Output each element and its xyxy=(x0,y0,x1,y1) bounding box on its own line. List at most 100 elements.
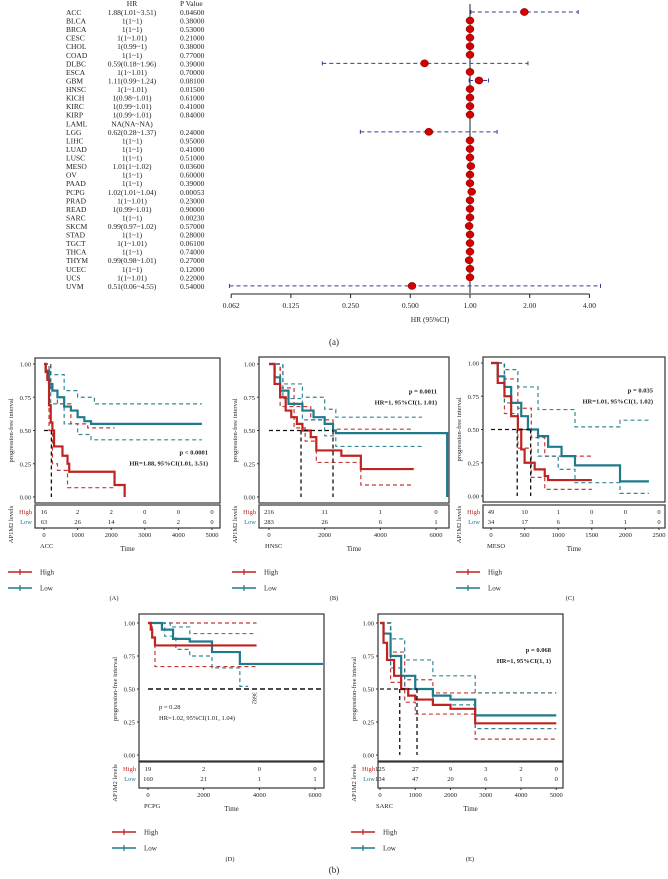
km-x-tick-label: 5000 xyxy=(206,532,219,539)
km-low-curve xyxy=(380,621,557,717)
forest-row-name: LIHC xyxy=(66,136,84,145)
km-low-ci-lower xyxy=(380,622,557,730)
km-p-value: p = 0.28 xyxy=(159,704,181,711)
km-y-tick-label: 0.25 xyxy=(124,720,135,727)
km-x-tick-label: 2500 xyxy=(653,532,666,539)
km-y-axis-title: progression-free interval xyxy=(456,397,463,461)
forest-row-name: COAD xyxy=(66,51,88,60)
forest-row-name: LUSC xyxy=(66,154,85,163)
km-plot-frame xyxy=(377,613,564,762)
km-median-label: 3682 xyxy=(250,692,256,704)
forest-row-p: 0.38000 xyxy=(180,42,205,51)
forest-row-name: THYM xyxy=(66,256,88,265)
km-risk-low: 0 xyxy=(657,519,660,526)
km-risk-low: 20 xyxy=(447,776,454,783)
forest-row-hr: 1(1~1.01) xyxy=(117,34,147,43)
forest-row-hr: 0.59(0.18~1.96) xyxy=(108,59,157,68)
km-x-tick-label: 2000 xyxy=(105,532,118,539)
forest-point xyxy=(465,153,475,162)
km-risk-label-high: High xyxy=(123,766,137,773)
km-x-tick-label: 1500 xyxy=(585,532,598,539)
km-high-curve xyxy=(44,362,126,497)
km-risk-low: 26 xyxy=(74,519,81,526)
forest-point xyxy=(465,170,475,179)
forest-row-p: 0.39000 xyxy=(180,179,205,188)
forest-row-hr: 0.62(0.28~1.37) xyxy=(108,128,157,137)
forest-x-tick-label: 2.00 xyxy=(523,301,536,310)
km-low-ci-lower xyxy=(148,622,249,687)
forest-row-name: DLBC xyxy=(66,59,86,68)
km-x-tick-label: 3000 xyxy=(138,532,151,539)
forest-row-hr: 1(1~1) xyxy=(122,17,143,26)
forest-row-hr: 1(1~1.01) xyxy=(117,85,147,94)
forest-row-p: 0.39000 xyxy=(180,59,205,68)
km-risk-high: 0 xyxy=(177,509,180,516)
km-cancer-label: MESO xyxy=(487,543,505,550)
km-risk-low: 14 xyxy=(108,519,115,526)
km-x-tick-label: 0 xyxy=(146,792,149,799)
km-risk-low: 3 xyxy=(590,519,593,526)
forest-point xyxy=(465,264,475,273)
km-low-ci-upper xyxy=(148,622,257,635)
km-x-tick-label: 1000 xyxy=(409,792,422,799)
km-risk-low: 1 xyxy=(519,776,522,783)
km-x-tick-label: 4000 xyxy=(374,532,387,539)
forest-row-hr: 1(0.98~1.01) xyxy=(112,94,152,103)
km-risk-low: 283 xyxy=(264,519,274,526)
forest-point xyxy=(465,85,475,93)
km-high-curve xyxy=(148,621,257,647)
forest-row-p: 0.53000 xyxy=(180,25,205,34)
km-risk-high: 9 xyxy=(449,766,452,773)
km-y-tick-label: 0.50 xyxy=(244,428,255,435)
km-risk-high: 10 xyxy=(521,509,528,516)
forest-point xyxy=(465,196,475,205)
forest-point xyxy=(465,68,475,76)
km-y-tick-label: 0.25 xyxy=(363,720,374,727)
km-high-curve xyxy=(269,362,414,471)
forest-row-name: HNSC xyxy=(66,85,86,94)
legend-high-label: High xyxy=(488,569,503,577)
legend-high-label: High xyxy=(383,829,398,837)
km-y-tick-label: 0.00 xyxy=(20,495,31,502)
forest-x-tick-label: 0.062 xyxy=(223,301,240,310)
km-cancer-label: ACC xyxy=(40,543,53,550)
km-risk-high: 1 xyxy=(379,509,382,516)
forest-point xyxy=(465,230,475,239)
km-x-tick-label: 2000 xyxy=(197,792,210,799)
km-risk-low: 1 xyxy=(313,776,316,783)
km-x-tick-label: 0 xyxy=(489,532,492,539)
legend-low-label: Low xyxy=(144,845,158,853)
forest-row-hr: 0.99(0.98~1.01) xyxy=(108,256,157,265)
forest-header-p: P Value xyxy=(180,0,203,8)
caption-a: (a) xyxy=(329,337,339,347)
forest-point xyxy=(465,33,475,42)
forest-row-p: 0.03600 xyxy=(180,162,205,171)
km-high-ci-lower xyxy=(269,363,414,486)
km-x-tick-label: 0 xyxy=(42,532,45,539)
km-risk-label-high: High xyxy=(467,509,481,516)
km-risk-label-low: Low xyxy=(468,519,480,526)
legend-low-label: Low xyxy=(264,585,278,593)
forest-row-name: UCEC xyxy=(66,265,86,274)
km-y-tick-label: 1.00 xyxy=(468,361,479,368)
forest-row-hr: 1(1~1.01) xyxy=(117,68,147,77)
forest-row-p: 0.06100 xyxy=(180,239,205,248)
km-risk-low: 34 xyxy=(488,519,495,526)
forest-row-p: 0.12000 xyxy=(180,265,205,274)
km-y-tick-label: 0.00 xyxy=(468,494,479,501)
forest-row-name: GBM xyxy=(66,76,83,85)
km-x-tick-label: 1000 xyxy=(552,532,565,539)
km-y-axis-title: progression-free interval xyxy=(351,657,358,721)
forest-row-hr: 1(1~1.01) xyxy=(117,196,147,205)
km-risk-low: 6 xyxy=(379,519,383,526)
km-plot-frame xyxy=(258,356,450,504)
km-risk-high: 2 xyxy=(202,766,205,773)
forest-point xyxy=(465,102,475,111)
km-risk-label-low: Low xyxy=(20,519,32,526)
km-x-tick-label: 4000 xyxy=(253,792,266,799)
km-y-axis-title: progression-free interval xyxy=(232,398,239,462)
forest-row-p: 0.41000 xyxy=(180,102,205,111)
forest-row-hr: 1.11(0.99~1.24) xyxy=(108,76,157,85)
km-risk-low: 47 xyxy=(412,776,419,783)
